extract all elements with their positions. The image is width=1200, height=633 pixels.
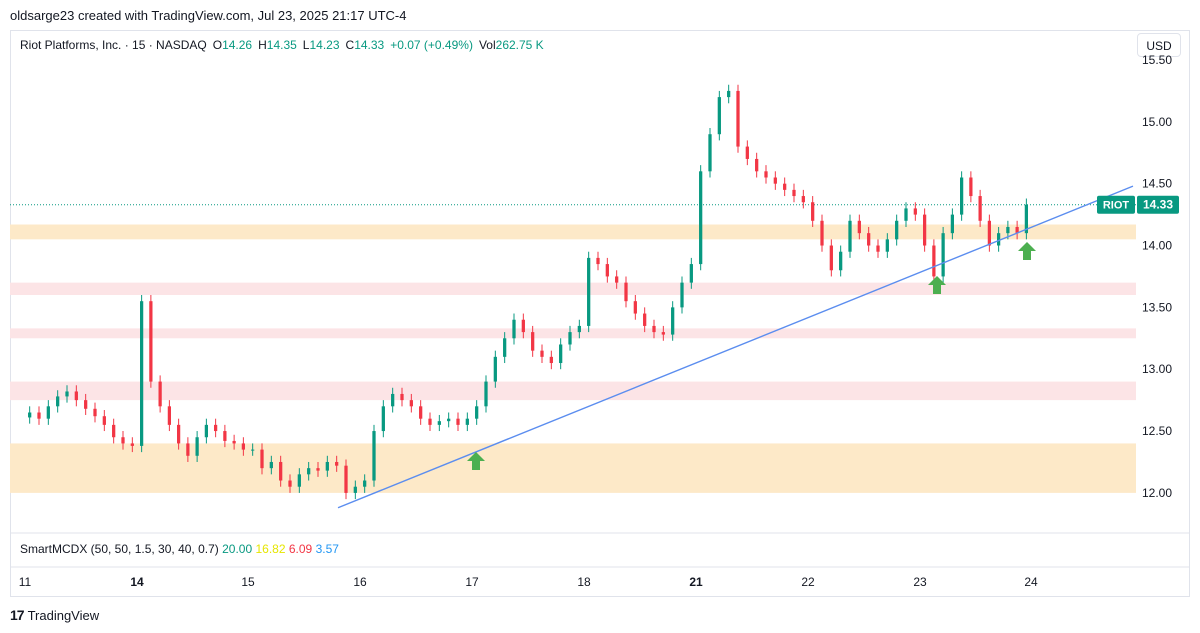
tradingview-footer[interactable]: 17 TradingView [10,607,99,623]
tradingview-logo-icon: 17 [10,607,25,623]
change-value: +0.07 (+0.49%) [390,38,473,52]
indicator-value-2: 16.82 [255,542,286,556]
high-value: 14.35 [266,38,297,52]
indicator-legend: SmartMCDX (50, 50, 1.5, 30, 40, 0.7) 20.… [20,542,339,556]
low-label: L [302,38,310,52]
indicator-value-3: 6.09 [288,542,313,556]
close-label: C [345,38,355,52]
indicator-value-1: 20.00 [222,542,253,556]
tradingview-brand: TradingView [27,607,100,623]
open-value: 14.26 [222,38,253,52]
symbol-name[interactable]: Riot Platforms, Inc. · 15 · NASDAQ [20,38,207,52]
currency-button[interactable]: USD [1137,33,1181,57]
volume-value: 262.75 K [495,38,544,52]
indicator-name[interactable]: SmartMCDX (50, 50, 1.5, 30, 40, 0.7) [20,542,219,556]
symbol-legend: Riot Platforms, Inc. · 15 · NASDAQ O14.2… [20,38,544,52]
chart-frame[interactable] [10,30,1190,597]
open-label: O [212,38,223,52]
attribution-text: oldsarge23 created with TradingView.com,… [10,8,407,23]
indicator-value-4: 3.57 [315,542,339,556]
volume-label: Vol [478,38,496,52]
close-value: 14.33 [354,38,385,52]
high-label: H [258,38,267,52]
low-value: 14.23 [309,38,340,52]
